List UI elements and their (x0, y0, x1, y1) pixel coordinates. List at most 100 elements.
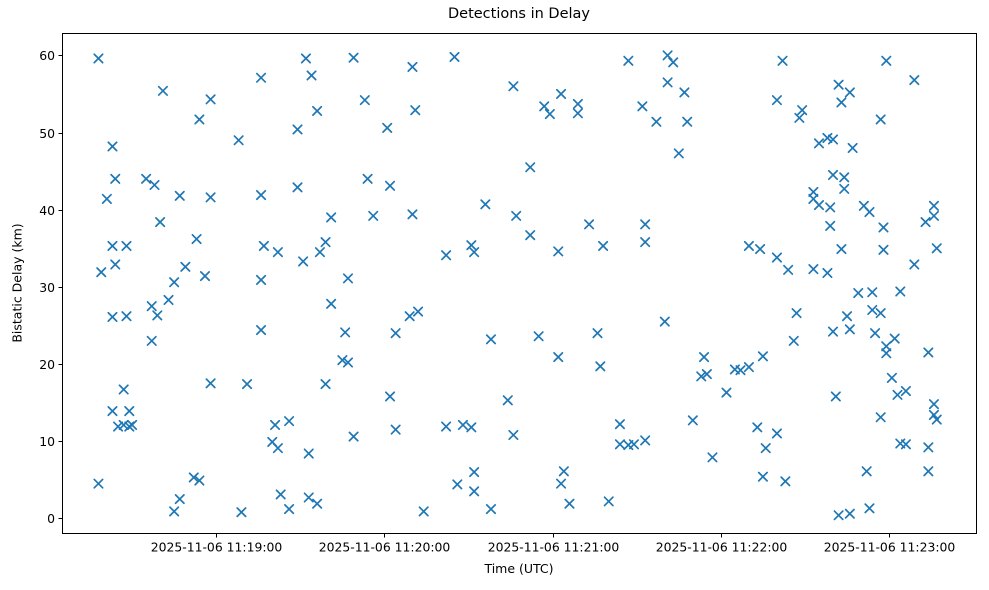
data-point-marker (900, 385, 911, 397)
data-point-marker (928, 210, 939, 221)
data-point-marker (892, 389, 903, 400)
data-point-marker (556, 478, 567, 489)
data-point-marker (407, 209, 418, 220)
data-point-marker (760, 443, 771, 454)
data-point-marker (592, 328, 603, 339)
data-point-marker (194, 114, 205, 125)
data-point-marker (205, 94, 216, 105)
data-point-marker (825, 220, 836, 231)
data-point-marker (662, 50, 673, 61)
y-tick-label: 10 (39, 434, 55, 449)
data-point-marker (466, 422, 477, 433)
data-point-marker (827, 326, 839, 337)
data-point-marker (777, 55, 788, 66)
chart-title: Detections in Delay (447, 6, 590, 22)
data-point-marker (449, 51, 460, 62)
data-point-marker (743, 240, 754, 252)
data-point-marker (878, 244, 889, 255)
data-point-marker (900, 439, 911, 450)
data-point-marker (771, 95, 782, 106)
data-point-marker (306, 70, 317, 81)
data-point-marker (118, 419, 129, 431)
data-point-marker (194, 475, 205, 486)
data-point-marker (909, 259, 920, 270)
data-point-marker (788, 335, 799, 346)
data-point-marker (833, 79, 844, 90)
data-point-marker (808, 264, 819, 275)
data-point-marker (146, 301, 157, 312)
data-point-marker (864, 503, 875, 514)
data-point-marker (623, 55, 634, 66)
data-point-marker (867, 304, 878, 316)
data-point-marker (923, 466, 934, 477)
data-point-marker (595, 361, 606, 372)
data-point-marker (469, 486, 480, 497)
data-point-marker (771, 428, 782, 439)
data-point-marker (822, 267, 833, 279)
data-point-marker (875, 308, 886, 319)
data-point-marker (303, 492, 314, 503)
data-point-marker (233, 135, 244, 146)
data-point-marker (359, 95, 370, 106)
data-point-marker (236, 507, 247, 518)
data-point-marker (881, 341, 892, 352)
y-axis-label: Bistatic Delay (km) (9, 223, 25, 343)
data-point-marker (668, 57, 679, 68)
data-point-marker (614, 439, 625, 450)
data-point-marker (107, 141, 118, 152)
data-point-marker (312, 498, 323, 509)
data-point-marker (441, 421, 452, 432)
data-point-marker (508, 429, 519, 441)
data-point-marker (662, 77, 673, 88)
data-point-marker (292, 124, 303, 135)
data-point-marker (797, 105, 808, 116)
data-point-marker (180, 261, 191, 272)
data-point-marker (539, 101, 550, 112)
data-point-marker (457, 419, 468, 431)
data-point-marker (270, 419, 281, 431)
y-tick-label: 20 (39, 357, 55, 372)
data-point-marker (525, 162, 536, 173)
data-point-marker (390, 328, 401, 339)
data-point-marker (141, 173, 152, 184)
data-point-marker (696, 371, 707, 382)
data-point-marker (93, 478, 104, 489)
data-point-marker (348, 431, 359, 442)
data-point-marker (743, 362, 754, 373)
data-point-marker (757, 351, 768, 362)
data-point-marker (314, 247, 325, 258)
data-point-marker (836, 97, 847, 108)
data-point-marker (342, 357, 354, 368)
data-point-marker (121, 311, 132, 322)
data-point-marker (836, 243, 847, 255)
data-point-marker (844, 324, 855, 335)
data-point-marker (870, 328, 881, 339)
data-point-marker (923, 442, 934, 453)
data-point-marker (272, 247, 283, 258)
data-point-marker (256, 189, 267, 201)
data-point-marker (721, 387, 732, 398)
data-point-marker (698, 352, 710, 363)
axes-spines (62, 33, 977, 534)
data-point-marker (839, 183, 850, 194)
data-point-marker (813, 138, 825, 149)
data-point-marker (152, 310, 163, 321)
data-point-marker (407, 61, 418, 73)
data-point-marker (312, 105, 323, 116)
data-point-marker (340, 327, 351, 338)
data-point-marker (404, 311, 415, 322)
data-point-marker (272, 443, 283, 454)
data-point-marker (169, 506, 180, 517)
data-point-marker (284, 504, 295, 515)
data-point-marker (155, 216, 166, 228)
y-tick-label: 60 (39, 48, 55, 63)
data-point-marker (844, 87, 855, 98)
data-point-marker (480, 199, 491, 210)
data-point-marker (830, 391, 841, 402)
data-point-marker (256, 274, 267, 285)
data-point-marker (603, 496, 614, 507)
data-point-marker (390, 424, 401, 435)
data-point-marker (93, 53, 104, 64)
y-tick-label: 50 (39, 126, 55, 141)
data-point-marker (384, 391, 396, 402)
